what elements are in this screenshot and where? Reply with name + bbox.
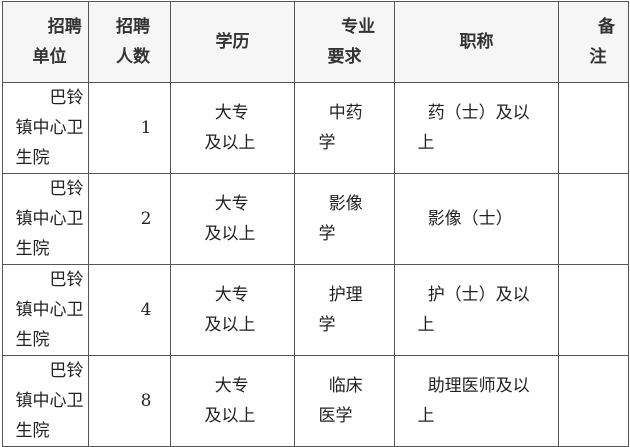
cell-count: 8 <box>88 355 171 447</box>
major-text: 临床医学 <box>318 376 363 426</box>
education-text: 大专及以上 <box>204 103 256 153</box>
cell-unit: 巴铃镇中心卫生院 <box>2 264 89 356</box>
title-text: 护（士）及以上 <box>417 285 530 335</box>
count-text: 1 <box>140 118 152 138</box>
major-text: 护理学 <box>318 285 363 335</box>
header-note: 备注 <box>558 1 629 83</box>
count-text: 4 <box>140 300 152 320</box>
count-text: 8 <box>140 391 152 411</box>
unit-text: 巴铃镇中心卫生院 <box>15 270 84 350</box>
cell-major: 护理学 <box>294 264 395 356</box>
cell-education: 大专及以上 <box>170 82 295 174</box>
title-text: 助理医师及以上 <box>417 376 530 426</box>
title-text: 药（士）及以上 <box>417 103 530 153</box>
table-header-row: 招聘单位 招聘人数 学历 专业要求 职称 备注 <box>2 1 629 83</box>
table-row: 巴铃镇中心卫生院 4 大专及以上 护理学 护（士）及以上 <box>2 264 629 356</box>
header-title: 职称 <box>394 1 559 83</box>
cell-note <box>558 82 629 174</box>
education-text: 大专及以上 <box>204 194 256 244</box>
cell-major: 临床医学 <box>294 355 395 447</box>
header-count: 招聘人数 <box>88 1 171 83</box>
table-row: 巴铃镇中心卫生院 2 大专及以上 影像学 影像（士） <box>2 173 629 265</box>
cell-note <box>558 355 629 447</box>
cell-note <box>558 173 629 265</box>
cell-count: 2 <box>88 173 171 265</box>
title-text: 影像（士） <box>427 209 513 229</box>
cell-note <box>558 264 629 356</box>
cell-count: 4 <box>88 264 171 356</box>
cell-unit: 巴铃镇中心卫生院 <box>2 82 89 174</box>
cell-education: 大专及以上 <box>170 355 295 447</box>
cell-unit: 巴铃镇中心卫生院 <box>2 355 89 447</box>
table-row: 巴铃镇中心卫生院 1 大专及以上 中药学 药（士）及以上 <box>2 82 629 174</box>
cell-title: 助理医师及以上 <box>394 355 559 447</box>
education-text: 大专及以上 <box>204 285 256 335</box>
cell-unit: 巴铃镇中心卫生院 <box>2 173 89 265</box>
table-row: 巴铃镇中心卫生院 8 大专及以上 临床医学 助理医师及以上 <box>2 355 629 447</box>
cell-major: 中药学 <box>294 82 395 174</box>
unit-text: 巴铃镇中心卫生院 <box>15 88 84 168</box>
cell-title: 影像（士） <box>394 173 559 265</box>
major-text: 影像学 <box>318 194 363 244</box>
unit-text: 巴铃镇中心卫生院 <box>15 361 84 441</box>
cell-title: 护（士）及以上 <box>394 264 559 356</box>
unit-text: 巴铃镇中心卫生院 <box>15 179 84 259</box>
cell-education: 大专及以上 <box>170 264 295 356</box>
count-text: 2 <box>140 209 152 229</box>
education-text: 大专及以上 <box>204 376 256 426</box>
header-education: 学历 <box>170 1 295 83</box>
cell-major: 影像学 <box>294 173 395 265</box>
cell-title: 药（士）及以上 <box>394 82 559 174</box>
header-unit: 招聘单位 <box>2 1 89 83</box>
major-text: 中药学 <box>318 103 363 153</box>
cell-count: 1 <box>88 82 171 174</box>
cell-education: 大专及以上 <box>170 173 295 265</box>
header-major: 专业要求 <box>294 1 395 83</box>
